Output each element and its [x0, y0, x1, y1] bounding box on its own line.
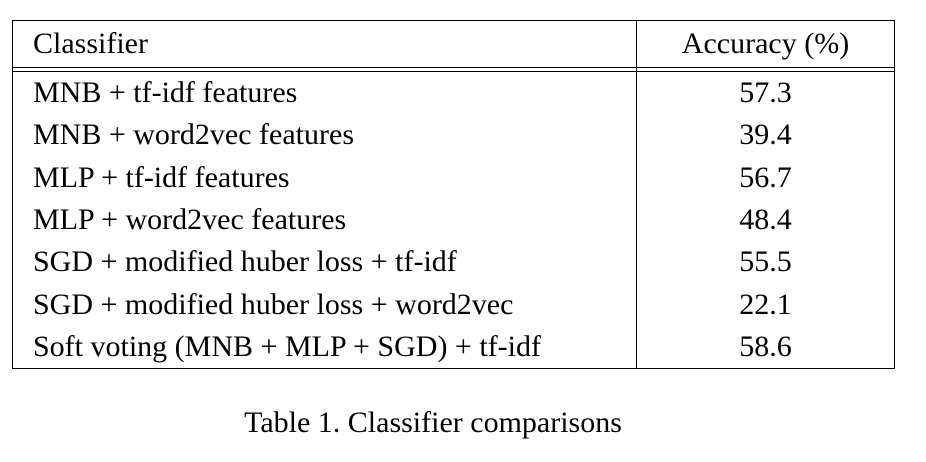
header-double-rule [12, 67, 895, 72]
table-caption: Table 1. Classifier comparisons [244, 406, 622, 439]
table-row: Soft voting (MNB + MLP + SGD) + tf-idf 5… [12, 325, 895, 370]
row-accuracy: 55.5 [636, 241, 895, 284]
header-classifier: Classifier [12, 20, 637, 68]
double-rule-left [12, 67, 637, 72]
table-row: MLP + word2vec features 48.4 [12, 198, 895, 242]
row-accuracy: 57.3 [636, 71, 895, 115]
row-classifier: MNB + tf-idf features [12, 71, 637, 115]
row-accuracy: 22.1 [636, 283, 895, 326]
row-classifier: MLP + tf-idf features [12, 156, 637, 199]
double-rule-right [636, 67, 895, 72]
row-classifier: SGD + modified huber loss + tf-idf [12, 241, 637, 284]
results-table-container: Classifier Accuracy (%) MNB + tf-idf fea… [12, 20, 895, 370]
row-accuracy: 56.7 [636, 156, 895, 199]
table-header-row: Classifier Accuracy (%) [12, 20, 895, 68]
table-row: SGD + modified huber loss + tf-idf 55.5 [12, 241, 895, 284]
header-accuracy: Accuracy (%) [636, 20, 895, 68]
row-classifier: Soft voting (MNB + MLP + SGD) + tf-idf [12, 325, 637, 370]
row-accuracy: 39.4 [636, 114, 895, 157]
row-classifier: MNB + word2vec features [12, 114, 637, 157]
table-row: SGD + modified huber loss + word2vec 22.… [12, 283, 895, 326]
classifier-comparison-table: Classifier Accuracy (%) MNB + tf-idf fea… [12, 20, 895, 370]
row-classifier: SGD + modified huber loss + word2vec [12, 283, 637, 326]
table-row: MLP + tf-idf features 56.7 [12, 156, 895, 199]
table-row: MNB + tf-idf features 57.3 [12, 71, 895, 115]
row-accuracy: 48.4 [636, 198, 895, 242]
table-row: MNB + word2vec features 39.4 [12, 114, 895, 157]
row-classifier: MLP + word2vec features [12, 198, 637, 242]
row-accuracy: 58.6 [636, 325, 895, 370]
